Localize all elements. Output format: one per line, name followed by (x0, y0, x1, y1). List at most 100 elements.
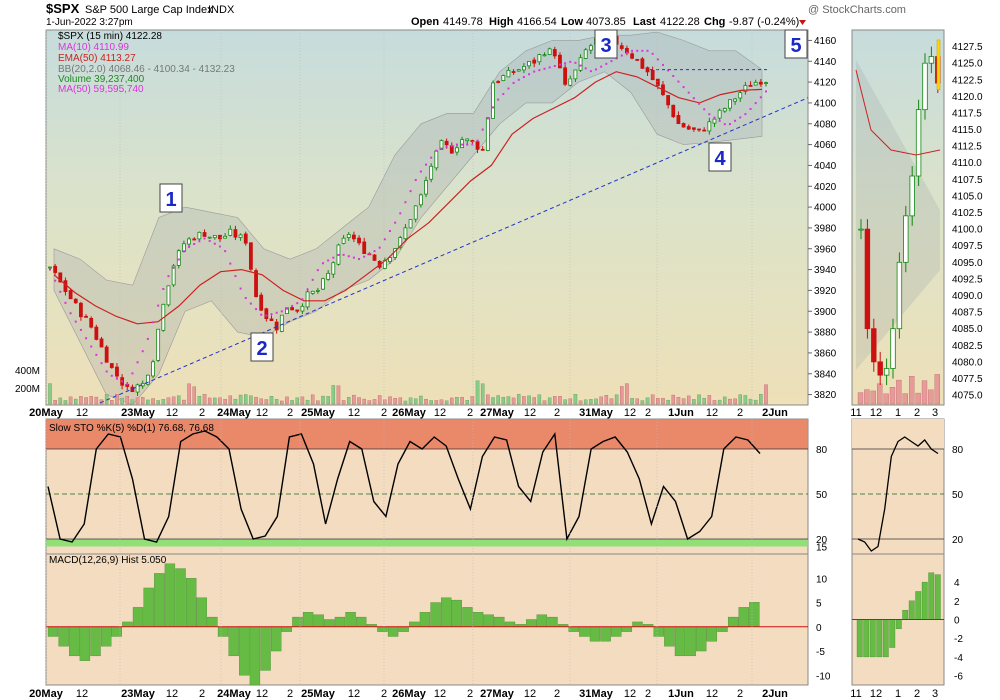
volume-bar (372, 399, 377, 405)
ma10-point (450, 144, 453, 147)
svg-text:4: 4 (714, 148, 726, 170)
volume-bar (146, 399, 150, 405)
side-candle (922, 62, 928, 111)
x-tick-label: 26May (392, 407, 427, 419)
volume-bar (532, 397, 536, 405)
volume-bar (377, 395, 382, 405)
candle (537, 54, 542, 63)
macd-hist-bar (706, 626, 718, 642)
candle (171, 265, 176, 286)
ma10-point (218, 245, 221, 248)
x-tick-label: 12 (166, 688, 178, 700)
ma10-point (306, 288, 309, 291)
macd-hist-bar (271, 626, 282, 652)
sto-title: Slow STO %K(5) %D(1) 76.68, 76.68 (49, 423, 214, 434)
macd-hist-bar (653, 626, 664, 637)
side-x-tick-label: 3 (932, 407, 938, 419)
legend-item: EMA(50) 4113.27 (58, 53, 136, 64)
candle (73, 298, 78, 304)
ma10-point (157, 304, 160, 307)
candle (238, 234, 243, 238)
candle (563, 67, 568, 85)
candle (326, 272, 331, 280)
ema50-line (53, 71, 763, 325)
side-price-tick-label: 4115.0 (952, 125, 982, 136)
side-candle (864, 228, 871, 330)
ma10-point (100, 362, 103, 365)
volume-bar (300, 396, 305, 405)
volume-bar (553, 396, 557, 405)
volume-bar (707, 395, 712, 405)
candle (552, 49, 557, 57)
volume-bar (151, 398, 155, 405)
side-candle (871, 328, 877, 363)
candle (542, 54, 547, 57)
macd-hist-bar (143, 587, 154, 627)
volume-bar (53, 400, 57, 405)
ma10-point (466, 143, 469, 146)
macd-hist-bar (260, 626, 271, 671)
volume-bar (723, 396, 727, 405)
ma10-point (368, 252, 371, 255)
volume-bar (743, 395, 748, 405)
side-volume-bar (877, 383, 883, 405)
side-macd-bar (928, 572, 935, 620)
volume-bar (702, 398, 706, 405)
candle (207, 236, 212, 239)
candle (619, 45, 624, 49)
price-tick-label: 4060 (814, 140, 837, 151)
x-tick-label: 2 (287, 688, 293, 700)
volume-bar (599, 396, 603, 405)
candle (635, 58, 640, 61)
candle (202, 232, 207, 237)
ma10-point (239, 287, 242, 290)
volume-bar (207, 397, 212, 405)
volume-bar (465, 400, 469, 405)
x-tick-label: 1Jun (668, 407, 694, 419)
ma10-point (636, 49, 639, 52)
macd-hist-bar (451, 599, 462, 627)
side-price-tick-label: 4082.5 (952, 341, 983, 352)
side-sto-tick-label: 20 (952, 535, 964, 546)
candle (697, 128, 701, 131)
candle (434, 150, 439, 169)
side-volume-bar (864, 389, 870, 405)
ma10-point (533, 70, 536, 73)
macd-hist-bar (207, 616, 218, 627)
x-tick-label: 12 (706, 688, 718, 700)
macd-hist-bar (409, 621, 420, 627)
price-tick-label: 4000 (814, 203, 837, 214)
side-volume-bar (857, 392, 864, 405)
side-price-tick-label: 4092.5 (952, 274, 983, 285)
volume-bar (197, 396, 202, 405)
volume-bar (316, 400, 320, 405)
candle (491, 82, 495, 119)
volume-bar (470, 396, 475, 405)
volume-bar (408, 397, 413, 405)
side-macd-tick-label: 2 (954, 597, 960, 608)
chg-label: Chg (704, 16, 725, 28)
ma10-point (409, 190, 412, 193)
volume-bar (496, 395, 500, 405)
x-tick-label: 2 (381, 688, 387, 700)
volume-bar (681, 398, 686, 405)
ma10-point (85, 337, 88, 340)
macd-tick-label: 10 (816, 574, 828, 585)
side-candle (909, 175, 915, 217)
volume-bar (501, 397, 506, 405)
volume-label-400m: 400M (15, 366, 40, 377)
volume-bar (367, 400, 372, 405)
ma10-point (445, 146, 448, 149)
candle (295, 309, 300, 312)
ma10-point (728, 123, 731, 126)
oversold-zone (46, 539, 808, 547)
volume-bar (120, 397, 124, 405)
volume-bar (285, 396, 289, 405)
ma10-point (131, 372, 134, 375)
macd-hist-bar (122, 621, 133, 627)
side-candle (903, 215, 909, 263)
ma10-point (698, 102, 701, 105)
volume-bar (130, 399, 135, 405)
ma10-point (79, 328, 82, 331)
candle (413, 205, 418, 220)
